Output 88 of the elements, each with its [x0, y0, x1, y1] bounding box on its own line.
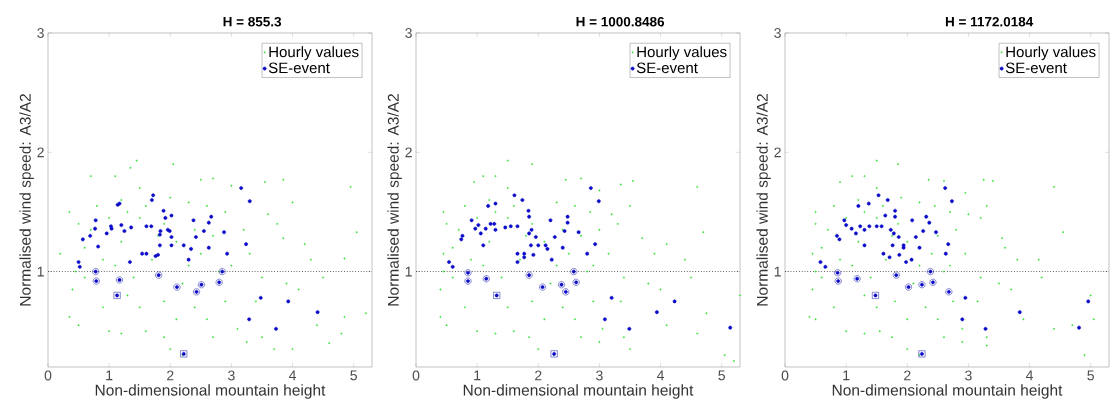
point: [1017, 310, 1022, 315]
point: [876, 193, 881, 198]
point: [881, 251, 886, 256]
point: [862, 227, 867, 232]
x-tick-label: 5: [718, 370, 725, 381]
y-tick-label: 1: [774, 266, 781, 277]
point: [835, 233, 839, 238]
y-tick-label: 2: [405, 147, 412, 158]
point: [943, 186, 948, 190]
point: [858, 224, 863, 229]
point: [823, 264, 828, 269]
x-axis-title: Non-dimensional mountain height: [832, 384, 1063, 399]
x-axis-title: Non-dimensional mountain height: [95, 384, 326, 399]
point: [856, 204, 861, 208]
legend-label: SE-event: [636, 62, 698, 74]
point: [924, 214, 929, 219]
point: [913, 235, 918, 239]
y-axis-title: Normalised wind speed: A3/A2: [387, 94, 402, 306]
point: [849, 226, 854, 231]
point: [862, 243, 867, 248]
point: [909, 257, 914, 262]
point: [888, 227, 893, 232]
point: [837, 237, 842, 242]
y-tick-label: 1: [37, 266, 44, 277]
point: [963, 295, 968, 300]
point: [1086, 299, 1091, 304]
chart-title: H = 855.3: [223, 16, 282, 27]
point: [927, 220, 932, 225]
y-tick-label: 2: [774, 147, 781, 158]
point: [883, 213, 888, 218]
point: [867, 224, 872, 229]
y-axis-title: Normalised wind speed: A3/A2: [19, 94, 34, 306]
y-tick-label: 1: [405, 266, 412, 277]
point: [946, 242, 951, 247]
x-tick-label: 4: [288, 370, 297, 381]
point: [917, 245, 922, 250]
point: [983, 326, 988, 331]
point: [893, 214, 897, 219]
legend-label: SE-event: [268, 62, 330, 74]
legend-label: Hourly values: [269, 46, 359, 61]
point: [844, 223, 849, 227]
x-tick-label: 4: [656, 370, 665, 381]
x-tick-label: 1: [106, 370, 113, 381]
point: [1077, 325, 1081, 330]
point: [818, 260, 823, 264]
point: [934, 230, 938, 235]
point: [885, 198, 890, 202]
point: [842, 218, 847, 223]
y-tick-label: 3: [774, 28, 781, 38]
x-tick-label: 0: [781, 370, 789, 381]
x-tick-label: 1: [843, 370, 850, 381]
x-tick-label: 0: [412, 370, 420, 381]
point: [897, 252, 902, 257]
point: [866, 201, 871, 206]
point: [904, 260, 908, 264]
point: [910, 218, 915, 223]
x-tick-label: 2: [904, 370, 911, 381]
x-tick-label: 2: [167, 370, 174, 381]
x-tick-label: 3: [965, 370, 972, 381]
point: [893, 208, 897, 213]
point: [879, 224, 884, 229]
y-axis-title: Normalised wind speed: A3/A2: [756, 94, 771, 306]
x-tick-label: 2: [535, 370, 542, 381]
x-axis-title: Non-dimensional mountain height: [463, 384, 694, 399]
point: [960, 317, 965, 322]
chart-title: H = 1000.8486: [576, 16, 665, 27]
x-tick-label: 5: [350, 370, 357, 381]
legend-label: Hourly values: [637, 46, 727, 61]
point: [896, 235, 901, 239]
point: [890, 243, 895, 248]
y-tick-label: 3: [405, 28, 412, 38]
point: [921, 229, 926, 233]
y-tick-label: 3: [37, 28, 44, 38]
x-tick-label: 0: [44, 370, 52, 381]
point: [950, 199, 954, 204]
x-tick-label: 3: [228, 370, 235, 381]
y-tick-label: 2: [37, 147, 44, 158]
x-tick-label: 4: [1025, 370, 1034, 381]
x-tick-label: 3: [596, 370, 603, 381]
point: [887, 255, 892, 260]
x-tick-label: 1: [474, 370, 481, 381]
chart-title: H = 1172.0184: [945, 16, 1034, 27]
legend-label: SE-event: [1005, 62, 1067, 74]
point: [874, 224, 879, 229]
legend-label: Hourly values: [1006, 46, 1096, 61]
point: [943, 251, 948, 256]
point: [854, 231, 858, 236]
x-tick-label: 5: [1087, 370, 1094, 381]
